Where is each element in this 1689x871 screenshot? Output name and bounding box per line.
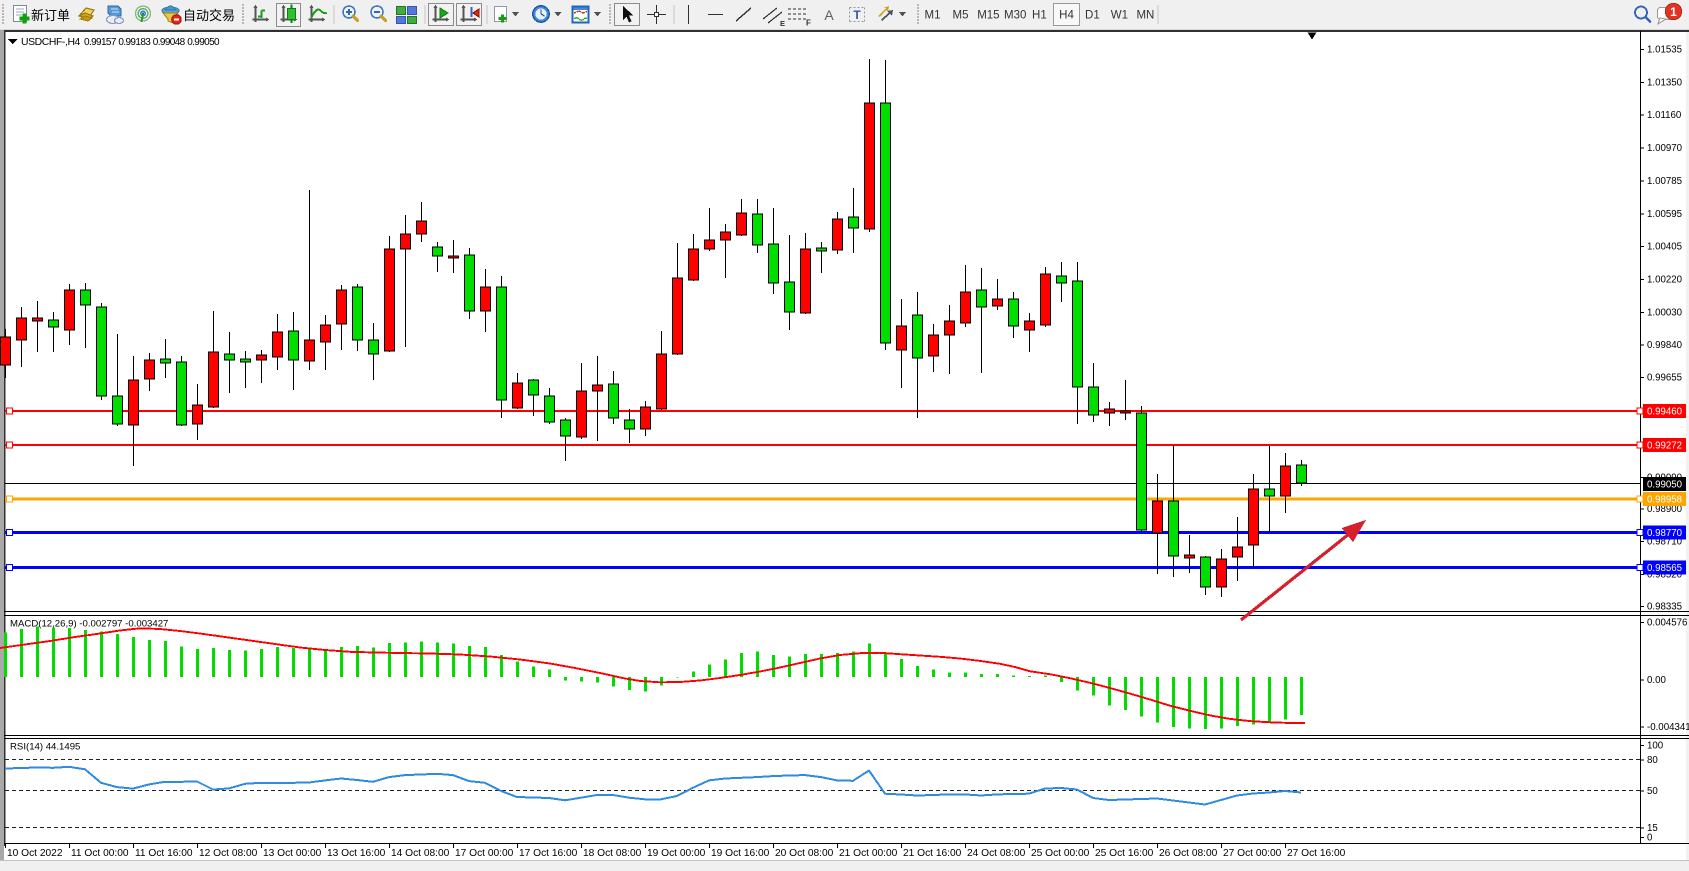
svg-text:17 Oct 16:00: 17 Oct 16:00 — [519, 848, 578, 859]
svg-text:M15: M15 — [977, 10, 999, 22]
svg-text:H4: H4 — [1059, 10, 1074, 22]
svg-text:20 Oct 08:00: 20 Oct 08:00 — [775, 848, 834, 859]
svg-text:80: 80 — [1647, 755, 1658, 766]
svg-text:F: F — [806, 19, 811, 28]
svg-text:1.00220: 1.00220 — [1647, 275, 1683, 286]
svg-text:0.99272: 0.99272 — [1647, 441, 1682, 452]
svg-text:14 Oct 08:00: 14 Oct 08:00 — [391, 848, 450, 859]
svg-text:H1: H1 — [1032, 10, 1047, 22]
svg-text:50: 50 — [1647, 786, 1658, 797]
svg-text:RSI(14) 44.1495: RSI(14) 44.1495 — [10, 742, 80, 753]
svg-text:1.00595: 1.00595 — [1647, 209, 1682, 220]
svg-text:11 Oct 16:00: 11 Oct 16:00 — [135, 848, 193, 859]
svg-text:0.98520: 0.98520 — [1647, 570, 1683, 581]
svg-text:27 Oct 16:00: 27 Oct 16:00 — [1287, 848, 1346, 859]
svg-text:M1: M1 — [925, 10, 941, 22]
svg-text:0.99655: 0.99655 — [1647, 373, 1682, 384]
svg-text:25 Oct 16:00: 25 Oct 16:00 — [1095, 848, 1154, 859]
svg-text:0.99048: 0.99048 — [153, 37, 186, 48]
svg-text:M30: M30 — [1004, 10, 1026, 22]
svg-text:1: 1 — [1670, 5, 1677, 19]
svg-text:10 Oct 2022: 10 Oct 2022 — [7, 848, 63, 859]
svg-text:E: E — [780, 19, 785, 28]
svg-text:0.99050: 0.99050 — [1647, 480, 1683, 491]
svg-text:自动交易: 自动交易 — [183, 8, 235, 23]
svg-text:0.98900: 0.98900 — [1647, 504, 1683, 515]
svg-text:0.00: 0.00 — [1647, 675, 1666, 686]
svg-text:1.01160: 1.01160 — [1647, 110, 1682, 121]
svg-text:USDCHF-,H4: USDCHF-,H4 — [21, 37, 81, 48]
svg-text:21 Oct 16:00: 21 Oct 16:00 — [903, 848, 962, 859]
svg-text:0.99050: 0.99050 — [187, 37, 220, 48]
svg-text:19 Oct 16:00: 19 Oct 16:00 — [711, 848, 770, 859]
svg-text:13 Oct 00:00: 13 Oct 00:00 — [263, 848, 322, 859]
svg-text:19 Oct 00:00: 19 Oct 00:00 — [647, 848, 706, 859]
svg-text:D1: D1 — [1085, 10, 1100, 22]
svg-text:W1: W1 — [1111, 10, 1128, 22]
svg-text:0.99157: 0.99157 — [84, 37, 117, 48]
svg-text:0: 0 — [1647, 833, 1653, 844]
svg-text:1.00030: 1.00030 — [1647, 307, 1683, 318]
svg-text:0.99183: 0.99183 — [118, 37, 151, 48]
svg-text:100: 100 — [1647, 740, 1664, 751]
svg-text:24 Oct 08:00: 24 Oct 08:00 — [967, 848, 1026, 859]
svg-text:25 Oct 00:00: 25 Oct 00:00 — [1031, 848, 1090, 859]
svg-text:1.01535: 1.01535 — [1647, 44, 1682, 55]
svg-text:MACD(12,26,9) -0.002797 -0.003: MACD(12,26,9) -0.002797 -0.003427 — [10, 619, 168, 630]
svg-text:1.00405: 1.00405 — [1647, 242, 1682, 253]
svg-text:26 Oct 08:00: 26 Oct 08:00 — [1159, 848, 1218, 859]
svg-text:13 Oct 16:00: 13 Oct 16:00 — [327, 848, 386, 859]
svg-text:0.004576: 0.004576 — [1647, 618, 1687, 629]
svg-text:17 Oct 00:00: 17 Oct 00:00 — [455, 848, 514, 859]
svg-text:MN: MN — [1136, 10, 1154, 22]
svg-text:0.99460: 0.99460 — [1647, 407, 1683, 418]
svg-text:0.98958: 0.98958 — [1647, 495, 1682, 506]
svg-text:0.98710: 0.98710 — [1647, 537, 1683, 548]
svg-text:15: 15 — [1647, 823, 1658, 834]
svg-text:0.98335: 0.98335 — [1647, 602, 1682, 613]
svg-text:21 Oct 00:00: 21 Oct 00:00 — [839, 848, 898, 859]
svg-text:18 Oct 08:00: 18 Oct 08:00 — [583, 848, 642, 859]
svg-text:0.98565: 0.98565 — [1647, 563, 1682, 574]
svg-text:A: A — [824, 7, 834, 23]
svg-text:1.01350: 1.01350 — [1647, 77, 1683, 88]
svg-text:11 Oct 00:00: 11 Oct 00:00 — [71, 848, 129, 859]
svg-text:27 Oct 00:00: 27 Oct 00:00 — [1223, 848, 1282, 859]
svg-text:1.00970: 1.00970 — [1647, 143, 1683, 154]
svg-text:0.99840: 0.99840 — [1647, 340, 1683, 351]
svg-text:T: T — [853, 8, 861, 22]
svg-text:M5: M5 — [953, 10, 969, 22]
svg-text:12 Oct 08:00: 12 Oct 08:00 — [199, 848, 258, 859]
svg-text:1.00785: 1.00785 — [1647, 176, 1682, 187]
svg-text:新订单: 新订单 — [31, 8, 70, 23]
svg-text:0.98770: 0.98770 — [1647, 528, 1683, 539]
svg-text:-0.004341: -0.004341 — [1647, 722, 1689, 733]
